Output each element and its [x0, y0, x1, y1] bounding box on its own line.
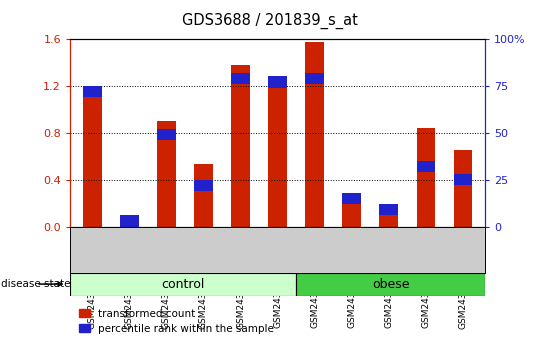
Bar	[194, 179, 213, 191]
Legend: transformed count, percentile rank within the sample: transformed count, percentile rank withi…	[75, 304, 278, 338]
Bar	[454, 150, 472, 227]
Text: disease state: disease state	[2, 279, 71, 289]
Bar	[379, 205, 398, 227]
Bar	[231, 65, 250, 227]
Bar	[70, 273, 296, 296]
Bar	[120, 218, 139, 227]
Bar	[379, 204, 398, 215]
Bar	[268, 84, 287, 227]
Bar	[417, 161, 435, 172]
Bar	[157, 129, 176, 140]
Bar	[306, 73, 324, 84]
Bar	[194, 164, 213, 227]
Bar	[417, 128, 435, 227]
Bar	[120, 215, 139, 227]
Bar	[268, 76, 287, 88]
Bar	[296, 273, 485, 296]
Text: GDS3688 / 201839_s_at: GDS3688 / 201839_s_at	[182, 12, 357, 29]
Bar	[342, 194, 361, 227]
Bar	[231, 73, 250, 84]
Text: obese: obese	[372, 278, 409, 291]
Bar	[306, 42, 324, 227]
Bar	[83, 86, 101, 227]
Bar	[157, 121, 176, 227]
Bar	[454, 174, 472, 185]
Text: control: control	[161, 278, 205, 291]
Bar	[83, 86, 101, 97]
Bar	[342, 193, 361, 204]
